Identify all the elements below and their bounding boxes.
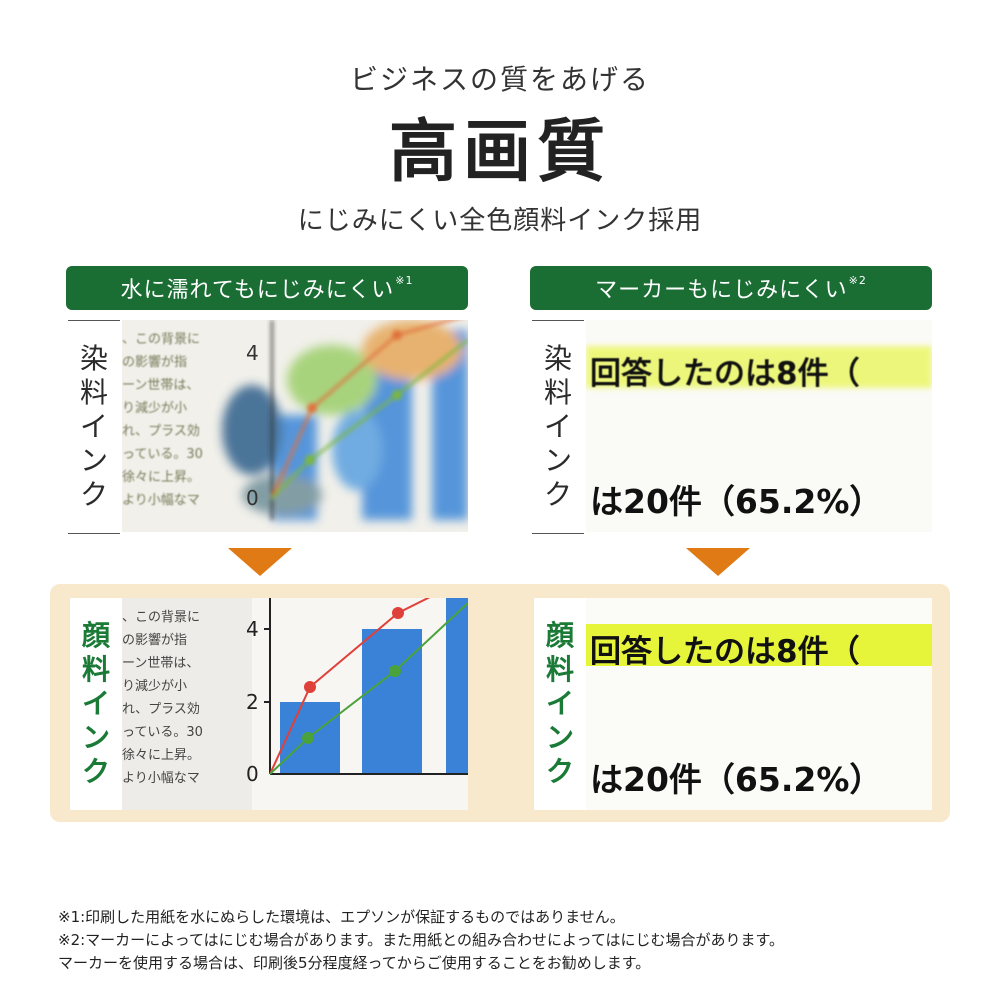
- pigment-sample-text-block: 、この背景に の影響が指 ーン世帯は、 り減少が小 れ、プラス効 っている。30 徐々に上昇…: [122, 610, 203, 786]
- dye-chart-graphic: 4 0: [222, 320, 468, 520]
- dye-marker-highlight: [586, 346, 932, 388]
- pigment-axis-label-4: 4: [246, 617, 259, 641]
- pigment-green-line: [269, 602, 468, 775]
- pigment-marker-line2: は20件（65.2%）: [590, 760, 883, 799]
- footnote-1: ※1:印刷した用紙を水にぬらした環境は、エプソンが保証するものではありません。: [58, 908, 625, 926]
- water-resistance-banner: 水に濡れてもにじみにくい ※1: [66, 266, 468, 310]
- dye-marker-line2: は20件（65.2%）: [590, 482, 883, 521]
- dye-marker-line1: 回答したのは8件（: [590, 356, 860, 392]
- pigment-chart-graphic: 4 2 0: [246, 598, 468, 810]
- pigment-axis-label-0: 0: [246, 762, 259, 786]
- dye-ink-label-right: 染料インク: [532, 320, 584, 534]
- page-title: 高画質: [388, 113, 611, 192]
- footnotes: ※1:印刷した用紙を水にぬらした環境は、エプソンが保証するものではありません。 …: [58, 906, 784, 975]
- marker-banner-note: ※2: [848, 273, 867, 287]
- dye-axis-label-4: 4: [246, 341, 259, 365]
- tagline: にじみにくい全色顔料インク採用: [297, 206, 703, 236]
- pigment-bar-3: [446, 598, 468, 774]
- marker-resistance-banner: マーカーもにじみにくい ※2: [530, 266, 932, 310]
- water-banner-text: 水に濡れてもにじみにくい: [120, 278, 395, 303]
- dye-ink-label-left: 染料インク: [68, 320, 120, 534]
- dye-smear-blotches: [222, 320, 468, 520]
- pigment-water-sample-image: 、この背景に の影響が指 ーン世帯は、 り減少が小 れ、プラス効 っている。30 徐々に上昇…: [122, 598, 468, 810]
- pigment-marker-line1: 回答したのは8件（: [590, 634, 860, 670]
- footnote-3: マーカーを使用する場合は、印刷後5分程度経ってからご使用することをお勧めします。: [58, 954, 651, 972]
- pigment-red-line: [269, 598, 431, 775]
- dye-axis-label-0: 0: [246, 486, 259, 510]
- pigment-ink-label-left: 顔料インク: [70, 598, 122, 810]
- footnote-2: ※2:マーカーによってはにじむ場合があります。また用紙との組み合わせによってはに…: [58, 931, 785, 949]
- pigment-marker-highlight: [586, 624, 932, 666]
- dye-marker-sample-image: 回答したのは8件（ は20件（65.2%）: [586, 320, 932, 532]
- pigment-ink-label-right: 顔料インク: [534, 598, 586, 810]
- pigment-marker-sample-image: 回答したのは8件（ は20件（65.2%）: [586, 598, 932, 810]
- pigment-bar-2: [362, 629, 422, 774]
- arrow-down-left-icon: [228, 548, 292, 576]
- dye-water-sample-image: 、この背景に の影響が指 ーン世帯は、 り減少が小 れ、プラス効 っている。30 徐々に上昇…: [122, 320, 468, 532]
- arrow-down-right-icon: [686, 548, 750, 576]
- dye-sample-text-block: 、この背景に の影響が指 ーン世帯は、 り減少が小 れ、プラス効 っている。30 徐々に上昇…: [122, 332, 203, 508]
- dye-chart-lines: [270, 320, 468, 520]
- subtitle: ビジネスの質をあげる: [349, 63, 650, 96]
- water-banner-note: ※1: [395, 273, 414, 287]
- marker-banner-text: マーカーもにじみにくい: [595, 278, 848, 303]
- pigment-axis-label-2: 2: [246, 690, 259, 714]
